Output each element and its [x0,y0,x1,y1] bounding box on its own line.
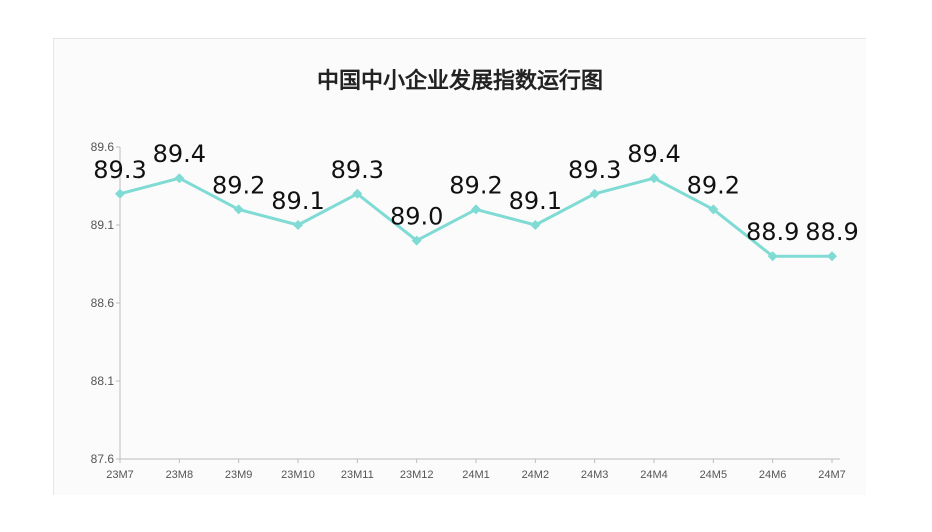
data-label: 89.0 [390,203,443,231]
data-label: 89.3 [331,156,384,184]
y-tick-label: 88.6 [91,296,115,310]
line-chart: 中国中小企业发展指数运行图 87.6 88.1 88.6 89.1 89.6 23M7 23… [91,68,859,481]
data-label: 89.2 [687,171,740,199]
data-point-marker [708,204,719,215]
data-label: 89.3 [568,156,621,184]
data-point-marker [827,251,837,262]
data-point-marker [649,173,659,184]
x-tick-label: 23M7 [106,469,134,481]
y-tick-label: 89.1 [91,218,115,232]
x-tick-label: 23M12 [400,469,434,481]
data-label: 88.9 [746,218,799,246]
x-tick-label: 23M8 [166,469,194,481]
chart-container: 中国中小企业发展指数运行图 87.6 88.1 88.6 89.1 89.6 23M7 23… [53,38,866,495]
data-point-marker [471,204,481,215]
data-label: 89.1 [271,187,324,215]
x-tick-label: 23M9 [225,469,253,481]
data-point-marker [352,188,363,199]
chart-title: 中国中小企业发展指数运行图 [317,68,603,94]
axes: 87.6 88.1 88.6 89.1 89.6 23M7 23M8 23M9 23M10 23M… [91,140,846,481]
data-label: 89.2 [212,171,265,199]
series-group [115,173,837,262]
data-label: 89.4 [627,140,680,168]
data-point-marker [411,235,422,246]
y-tick-label: 87.6 [91,452,115,466]
y-tick-label: 89.6 [91,140,115,154]
x-tick-label: 24M7 [818,469,846,481]
data-point-marker [293,220,303,230]
data-point-marker [767,251,778,262]
data-point-marker [530,220,541,230]
data-label: 88.9 [805,218,858,246]
data-point-marker [174,173,185,184]
data-point-marker [233,204,244,215]
x-tick-label: 24M6 [759,469,787,481]
data-point-marker [115,188,125,199]
data-label: 89.4 [153,140,206,168]
data-label: 89.1 [509,187,562,215]
data-point-marker [589,188,600,199]
x-tick-label: 24M3 [581,469,609,481]
x-tick-label: 23M10 [281,469,315,481]
x-tick-label: 24M2 [522,469,550,481]
data-label: 89.2 [449,171,502,199]
x-tick-label: 24M1 [462,469,490,481]
x-tick-label: 24M4 [640,469,668,481]
x-tick-label: 23M11 [341,469,374,481]
data-label: 89.3 [93,156,146,184]
x-tick-label: 24M5 [700,469,728,481]
y-tick-label: 88.1 [91,374,115,388]
data-labels: 89.389.489.289.189.389.089.289.189.389.4… [93,140,858,246]
